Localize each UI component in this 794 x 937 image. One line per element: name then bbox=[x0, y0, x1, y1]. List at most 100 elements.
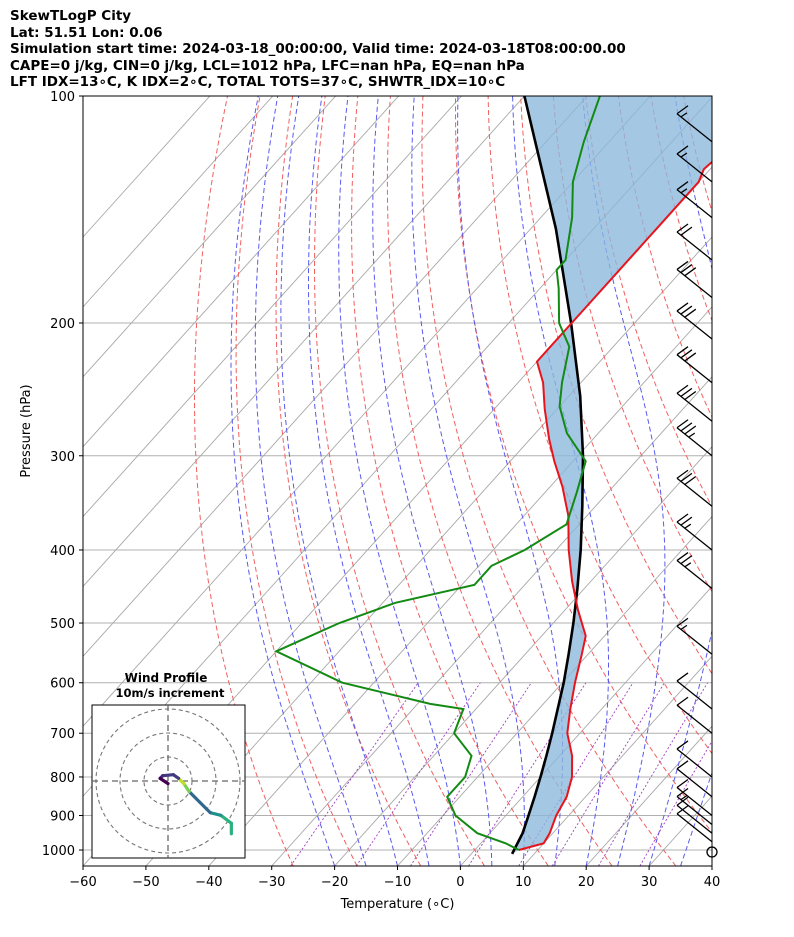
barb-staff bbox=[676, 354, 713, 384]
dry-adiabat bbox=[455, 96, 712, 833]
wind-barb bbox=[676, 346, 713, 384]
barb-flag bbox=[684, 308, 697, 318]
barb-half-flag bbox=[688, 432, 696, 438]
moist-adiabat bbox=[711, 864, 712, 866]
x-tick-label: −50 bbox=[132, 875, 159, 890]
barb-staff bbox=[676, 153, 713, 183]
y-axis-label: Pressure (hPa) bbox=[19, 384, 34, 477]
y-tick-label: 400 bbox=[50, 544, 75, 559]
barb-half-flag bbox=[684, 523, 692, 529]
wind-barb bbox=[676, 740, 713, 778]
barb-flag bbox=[676, 696, 689, 706]
isotherm-gridline bbox=[522, 655, 712, 866]
barb-flag bbox=[684, 475, 697, 486]
dry-adiabat bbox=[749, 96, 794, 866]
barb-staff bbox=[676, 787, 713, 817]
x-axis-label: Temperature (∘C) bbox=[340, 897, 455, 912]
moist-adiabat bbox=[582, 96, 666, 866]
y-tick-label: 500 bbox=[50, 617, 75, 632]
inset-subtitle: 10m/s increment bbox=[116, 686, 225, 700]
barb-flag bbox=[680, 264, 693, 274]
wind-barb bbox=[676, 696, 713, 734]
barb-flag bbox=[680, 387, 693, 397]
wind-barb bbox=[676, 145, 713, 183]
mixing-ratio-line bbox=[598, 682, 708, 866]
barb-staff bbox=[676, 189, 713, 219]
barb-flag bbox=[676, 778, 689, 789]
y-tick-label: 200 bbox=[50, 317, 75, 332]
barb-flag bbox=[684, 390, 697, 401]
barb-staff bbox=[676, 680, 713, 710]
dry-adiabat bbox=[520, 96, 712, 675]
moist-adiabat bbox=[280, 96, 398, 866]
moist-adiabat bbox=[308, 96, 430, 866]
mixing-ratio-line bbox=[639, 740, 712, 866]
barb-half-flag bbox=[680, 188, 688, 194]
barb-flag bbox=[676, 419, 689, 429]
isotherm-gridline bbox=[271, 376, 712, 866]
isotherm-gridline bbox=[145, 236, 712, 866]
barb-flag bbox=[676, 469, 689, 479]
barb-half-flag bbox=[680, 795, 688, 801]
barb-flag bbox=[676, 346, 689, 356]
hodograph-segment bbox=[208, 811, 223, 817]
dry-adiabat bbox=[235, 96, 358, 866]
hodograph-segment bbox=[158, 776, 170, 786]
barb-staff bbox=[676, 268, 713, 298]
x-tick-label: −30 bbox=[258, 875, 285, 890]
x-tick-label: −10 bbox=[384, 875, 411, 890]
dry-adiabat bbox=[275, 96, 422, 866]
barb-staff bbox=[676, 813, 713, 843]
barb-staff bbox=[676, 310, 713, 340]
barb-staff bbox=[676, 560, 713, 590]
y-tick-label: 700 bbox=[50, 727, 75, 742]
dry-adiabat bbox=[683, 96, 712, 214]
moist-adiabat bbox=[230, 96, 336, 866]
params-line-1: CAPE=0 j/kg, CIN=0 j/kg, LCL=1012 hPa, L… bbox=[10, 57, 525, 74]
x-tick-label: −40 bbox=[195, 875, 222, 890]
x-tick-label: 10 bbox=[515, 875, 532, 890]
isotherm-gridline bbox=[83, 96, 274, 308]
y-tick-label: 600 bbox=[50, 677, 75, 692]
barb-flag bbox=[680, 226, 693, 236]
x-tick-label: −20 bbox=[321, 875, 348, 890]
barb-flag bbox=[676, 740, 689, 750]
wind-barb bbox=[676, 617, 713, 655]
isotherm-gridline bbox=[83, 96, 462, 518]
barb-flag bbox=[680, 472, 693, 482]
y-tick-label: 800 bbox=[50, 771, 75, 786]
hodograph-segment bbox=[161, 773, 175, 778]
barb-flag bbox=[676, 617, 689, 627]
moist-adiabat bbox=[254, 96, 367, 866]
params-line-2: LFT IDX=13∘C, K IDX=2∘C, TOTAL TOTS=37∘C… bbox=[10, 74, 506, 90]
x-tick-label: −60 bbox=[69, 875, 96, 890]
moist-adiabat bbox=[648, 96, 712, 866]
barb-flag bbox=[680, 555, 693, 565]
wind-barb bbox=[676, 778, 713, 817]
moist-adiabat bbox=[338, 96, 461, 866]
wind-barb bbox=[676, 181, 713, 219]
barb-half-flag bbox=[680, 624, 688, 630]
moist-adiabat bbox=[457, 96, 564, 866]
barb-flag bbox=[676, 760, 689, 770]
barb-staff bbox=[676, 704, 713, 734]
y-tick-label: 300 bbox=[50, 450, 75, 465]
inset-title: Wind Profile bbox=[125, 671, 208, 685]
wind-barb bbox=[676, 419, 713, 457]
wind-barb bbox=[676, 105, 713, 143]
barb-staff bbox=[676, 768, 713, 798]
x-tick-label: 20 bbox=[578, 875, 595, 890]
barb-flag bbox=[676, 513, 689, 523]
hodograph-segment bbox=[187, 789, 202, 804]
barb-flag bbox=[676, 302, 689, 312]
barb-staff bbox=[676, 477, 713, 507]
barb-flag bbox=[684, 267, 697, 277]
dry-adiabat bbox=[781, 96, 794, 866]
barb-flag bbox=[680, 305, 693, 315]
moist-adiabat bbox=[680, 771, 712, 866]
dry-adiabat bbox=[421, 96, 677, 866]
wind-barb bbox=[676, 760, 713, 798]
wind-barb bbox=[676, 469, 713, 507]
barb-staff bbox=[676, 795, 713, 826]
barb-staff bbox=[676, 392, 713, 422]
